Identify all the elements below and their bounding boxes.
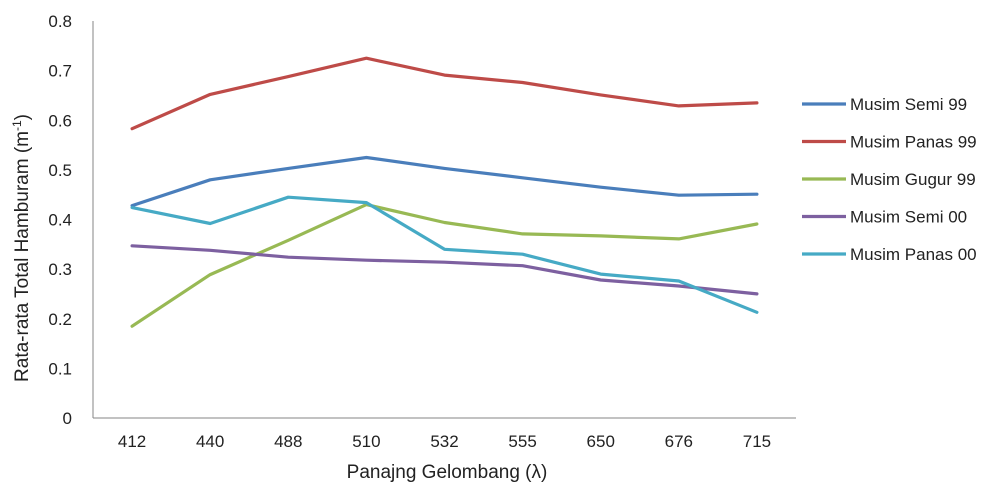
x-tick-label: 532 [430, 432, 458, 451]
x-tick-label: 555 [508, 432, 536, 451]
series-line [130, 244, 759, 296]
legend-item: Musim Panas 00 [802, 245, 977, 264]
y-axis-title-close: ) [12, 114, 33, 120]
chart-axes [92, 21, 796, 419]
series-line [130, 155, 759, 208]
legend-item: Musim Gugur 99 [802, 170, 976, 189]
legend-item: Musim Semi 00 [802, 208, 967, 227]
x-tick-label: 715 [743, 432, 771, 451]
legend-label: Musim Semi 99 [850, 95, 967, 114]
chart-legend: Musim Semi 99 Musim Panas 99 Musim Gugur 9… [802, 95, 977, 264]
series-line [130, 56, 759, 131]
series-line [130, 195, 759, 314]
y-tick-label: 0.2 [48, 310, 72, 329]
y-tick-label: 0.6 [48, 111, 72, 130]
y-tick-label: 0.1 [48, 359, 72, 378]
y-tick-labels: 0 0.1 0.2 0.3 0.4 0.5 0.6 0.7 0.8 [48, 12, 72, 428]
x-tick-labels: 412 440 488 510 532 555 650 676 715 [118, 432, 771, 451]
series-line [130, 203, 759, 328]
y-tick-label: 0.4 [48, 211, 72, 230]
x-tick-label: 488 [274, 432, 302, 451]
x-tick-label: 510 [352, 432, 380, 451]
y-axis-title-main: Rata-rata Total Hamburam (m [12, 131, 33, 382]
x-axis-title: Panajng Gelombang (λ) [347, 462, 548, 483]
y-tick-label: 0 [63, 409, 72, 428]
y-axis-title: Rata-rata Total Hamburam (m-1) [10, 114, 33, 382]
x-tick-label: 440 [196, 432, 224, 451]
y-tick-label: 0.3 [48, 260, 72, 279]
y-tick-label: 0.8 [48, 12, 72, 31]
series-lines [130, 56, 759, 328]
x-tick-label: 676 [665, 432, 693, 451]
legend-item: Musim Semi 99 [802, 95, 967, 114]
x-tick-label: 412 [118, 432, 146, 451]
legend-label: Musim Panas 00 [850, 245, 977, 264]
x-tick-label: 650 [587, 432, 615, 451]
legend-label: Musim Gugur 99 [850, 170, 976, 189]
y-tick-label: 0.5 [48, 161, 72, 180]
legend-label: Musim Panas 99 [850, 133, 977, 152]
y-axis-title-superscript: -1 [10, 120, 24, 131]
legend-label: Musim Semi 00 [850, 208, 967, 227]
legend-item: Musim Panas 99 [802, 133, 977, 152]
y-tick-label: 0.7 [48, 62, 72, 81]
